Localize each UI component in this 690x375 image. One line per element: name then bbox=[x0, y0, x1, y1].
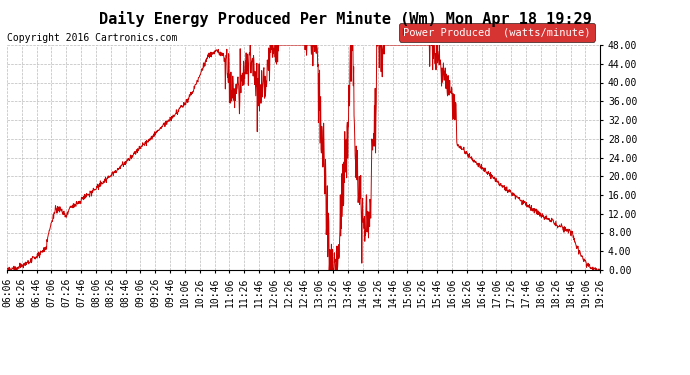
Text: Daily Energy Produced Per Minute (Wm) Mon Apr 18 19:29: Daily Energy Produced Per Minute (Wm) Mo… bbox=[99, 11, 591, 27]
Legend: Power Produced  (watts/minute): Power Produced (watts/minute) bbox=[400, 23, 595, 42]
Text: Copyright 2016 Cartronics.com: Copyright 2016 Cartronics.com bbox=[7, 33, 177, 43]
